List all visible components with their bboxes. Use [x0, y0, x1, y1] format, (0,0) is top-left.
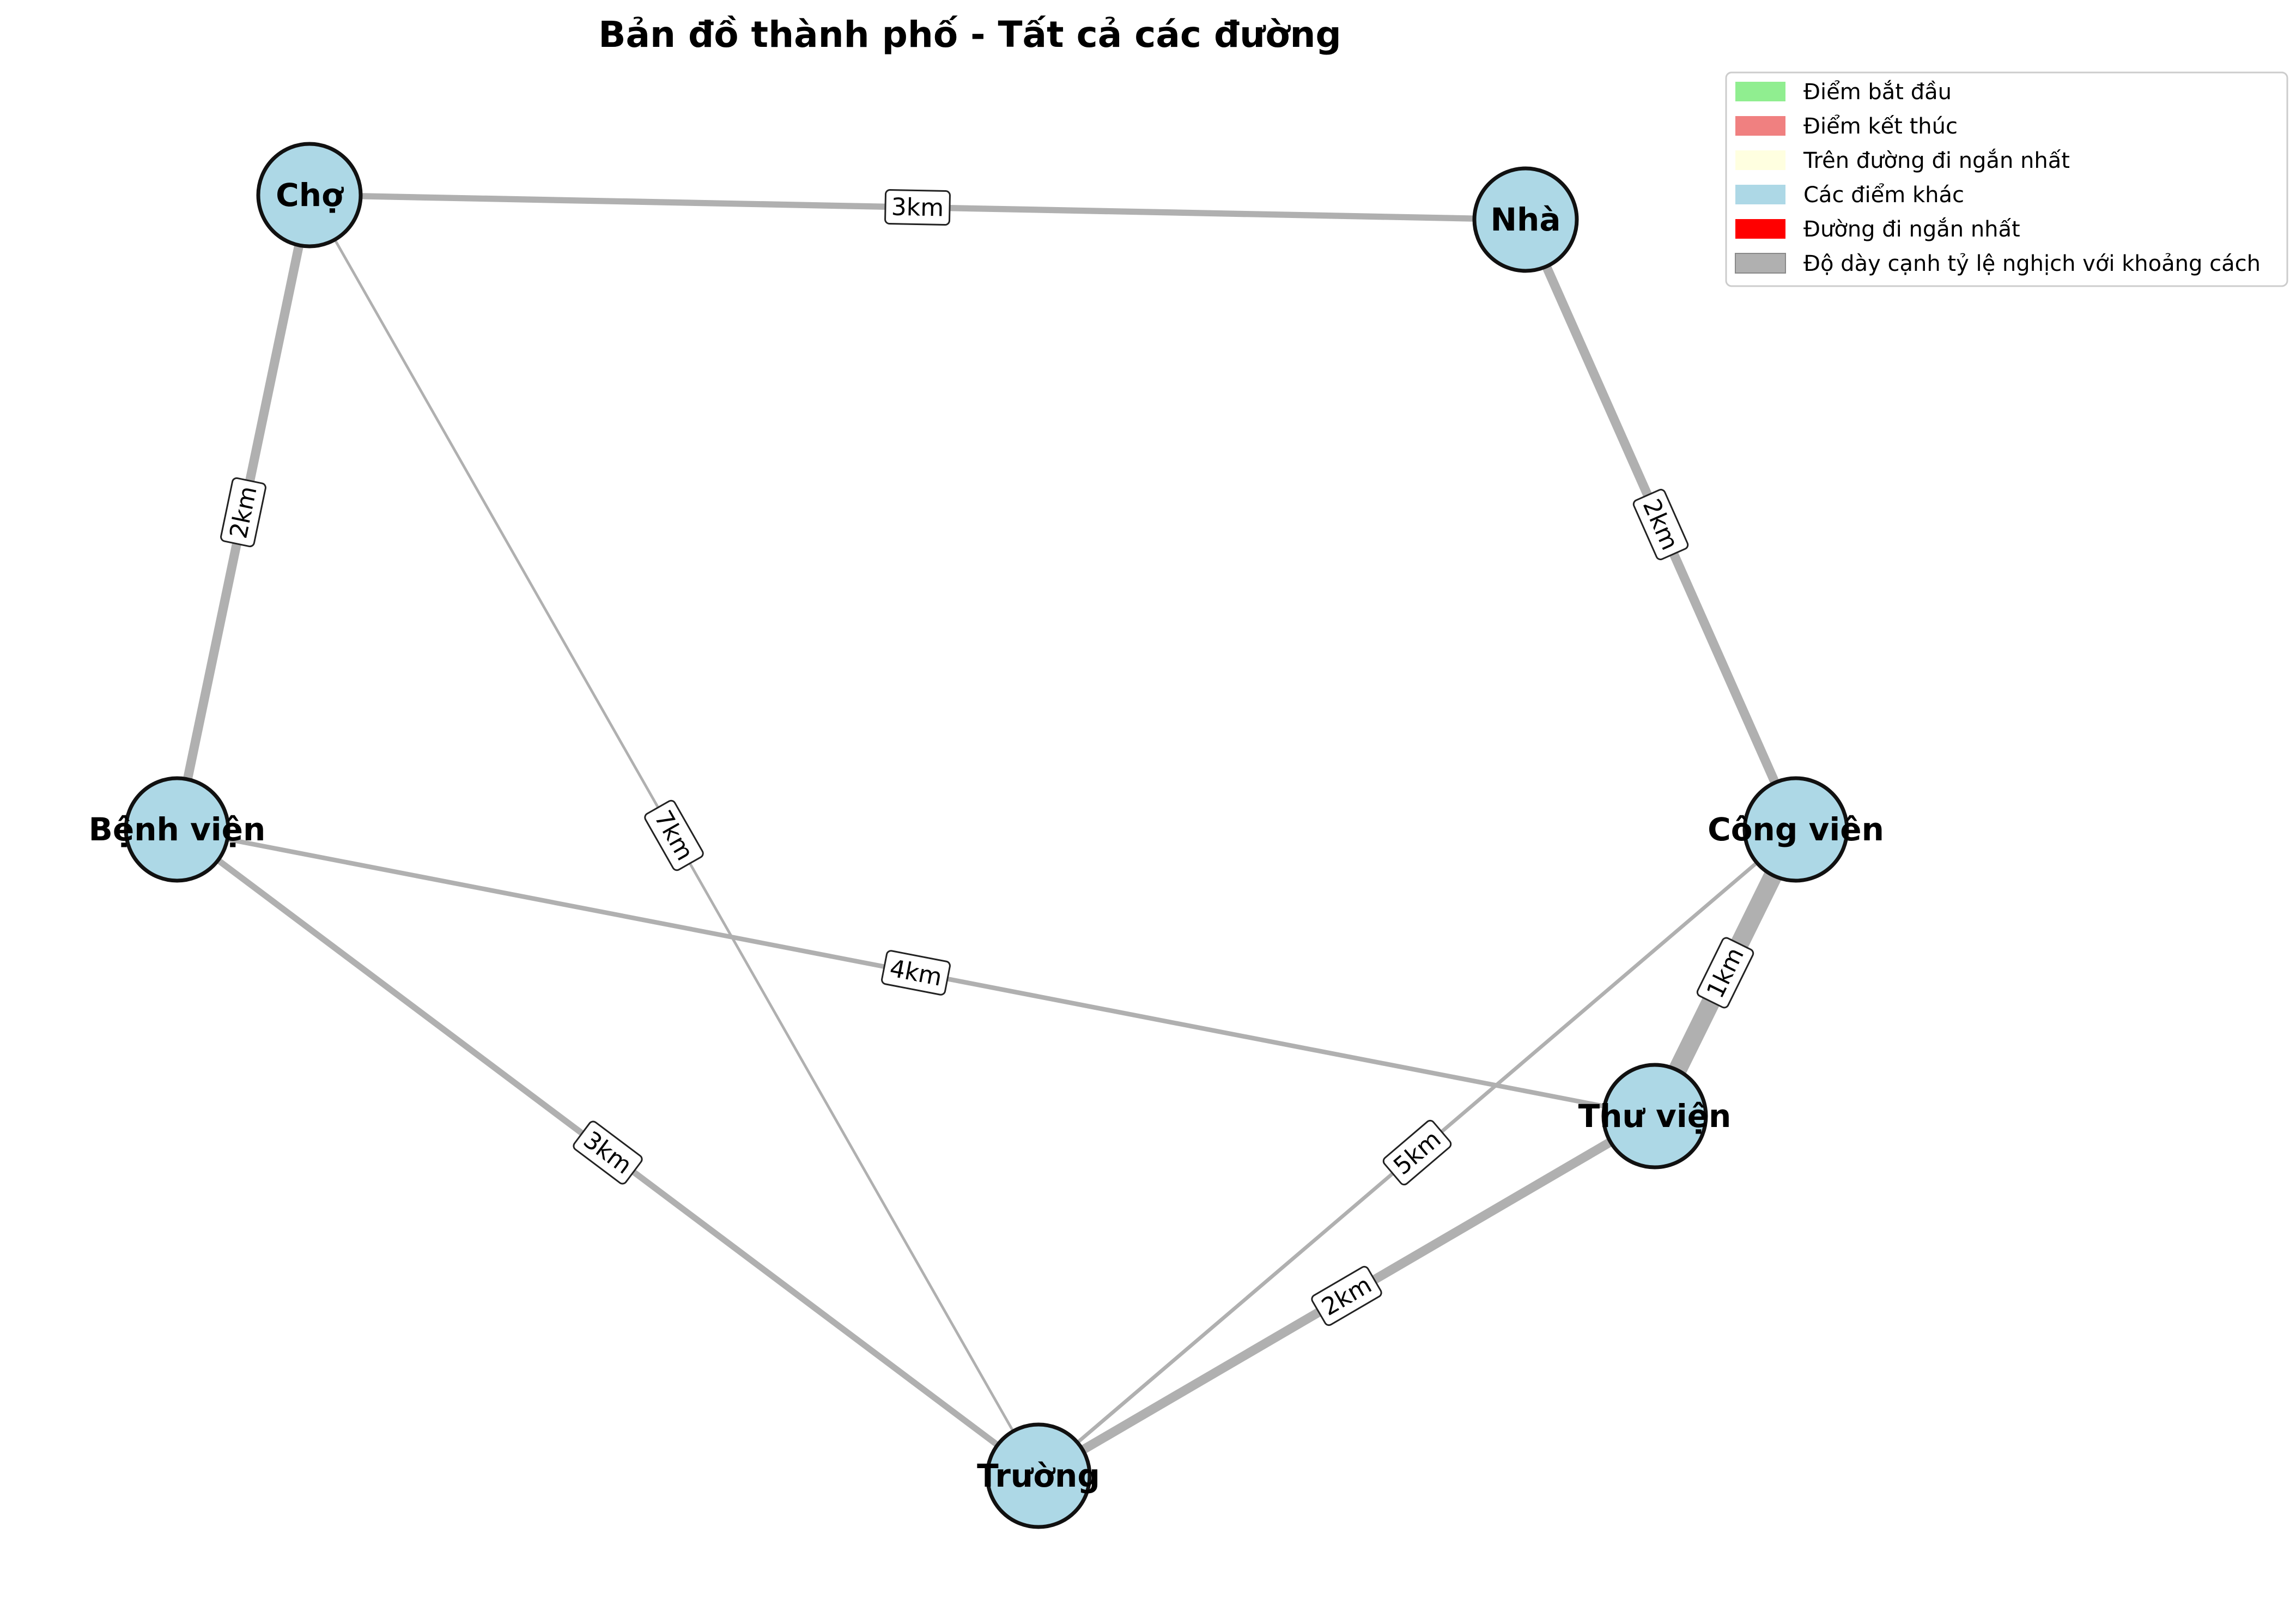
edge-label: 7km [644, 799, 704, 871]
legend-label: Các điểm khác [1803, 183, 1964, 208]
legend-swatch [1735, 219, 1785, 239]
legend-label: Đường đi ngắn nhất [1803, 217, 2020, 242]
node-cong_vien: Công viên [1708, 776, 1884, 883]
node-truong: Trường [977, 1422, 1100, 1529]
legend-entry: Điểm bắt đầu [1735, 80, 1952, 105]
node-label: Trường [977, 1457, 1100, 1494]
node-circle [985, 1422, 1092, 1529]
node-nha: Nhà [1472, 166, 1579, 273]
node-label: Công viên [1708, 811, 1884, 848]
edge-label: 4km [881, 950, 951, 996]
node-label: Bệnh viện [89, 811, 266, 848]
node-label: Thư viện [1578, 1098, 1732, 1135]
edge-label: 1km [1696, 937, 1754, 1009]
edge-label-box [573, 1120, 643, 1185]
legend-label: Trên đường đi ngắn nhất [1803, 148, 2070, 173]
legend-frame [1725, 71, 2288, 287]
edge-label-box [881, 950, 951, 996]
node-benh_vien: Bệnh viện [89, 776, 266, 883]
node-circle [256, 142, 363, 249]
node-label: Chợ [276, 177, 344, 214]
node-cho: Chợ [256, 142, 363, 249]
edge-label-box [1696, 937, 1754, 1009]
edge-label: 3km [573, 1120, 643, 1185]
legend-entry: Độ dày cạnh tỷ lệ nghịch với khoảng cách [1735, 251, 2261, 276]
edge-label-box [1311, 1265, 1382, 1326]
legend-swatch [1735, 82, 1785, 101]
edge-label: 2km [220, 477, 266, 548]
legend: Điểm bắt đầu Điểm kết thúc Trên đường đi n… [1725, 71, 2288, 287]
edge-label: 3km [884, 189, 951, 226]
edge-distance-label: 3km [891, 193, 944, 222]
legend-label: Điểm kết thúc [1803, 114, 1958, 139]
legend-label: Điểm bắt đầu [1803, 80, 1952, 105]
legend-label: Độ dày cạnh tỷ lệ nghịch với khoảng cách [1803, 251, 2261, 276]
legend-entry: Điểm kết thúc [1735, 114, 1958, 139]
legend-entry: Các điểm khác [1735, 183, 1964, 208]
node-circle [1472, 166, 1579, 273]
legend-swatch [1735, 116, 1785, 136]
edge-label-box [1382, 1119, 1452, 1186]
node-circle [124, 776, 230, 883]
node-circle [1742, 776, 1849, 883]
nodes-layer: Chợ Nhà Bệnh viện Công viên Thư viện Trường [89, 142, 1884, 1529]
node-label: Nhà [1491, 201, 1561, 238]
legend-swatch [1735, 150, 1785, 170]
edge-label-box [220, 477, 266, 548]
edge-label-box [884, 189, 951, 226]
edge-label-box [1632, 489, 1689, 560]
node-thu_vien: Thư viện [1578, 1063, 1732, 1169]
edge-label: 2km [1311, 1265, 1382, 1326]
edge-label-box [644, 799, 704, 871]
edge-labels-layer: 3km 2km 7km 2km 4km 3km 1km 5km 2km [220, 189, 1754, 1326]
legend-entry: Trên đường đi ngắn nhất [1735, 148, 2070, 173]
chart-title: Bản đồ thành phố - Tất cả các đường [598, 14, 1341, 56]
node-circle [1601, 1063, 1708, 1169]
edge-label: 2km [1632, 489, 1689, 560]
legend-swatch [1735, 253, 1786, 274]
legend-entry: Đường đi ngắn nhất [1735, 217, 2020, 242]
edge-label: 5km [1382, 1119, 1452, 1186]
edges-layer [172, 190, 1805, 1481]
legend-swatch [1735, 185, 1785, 204]
